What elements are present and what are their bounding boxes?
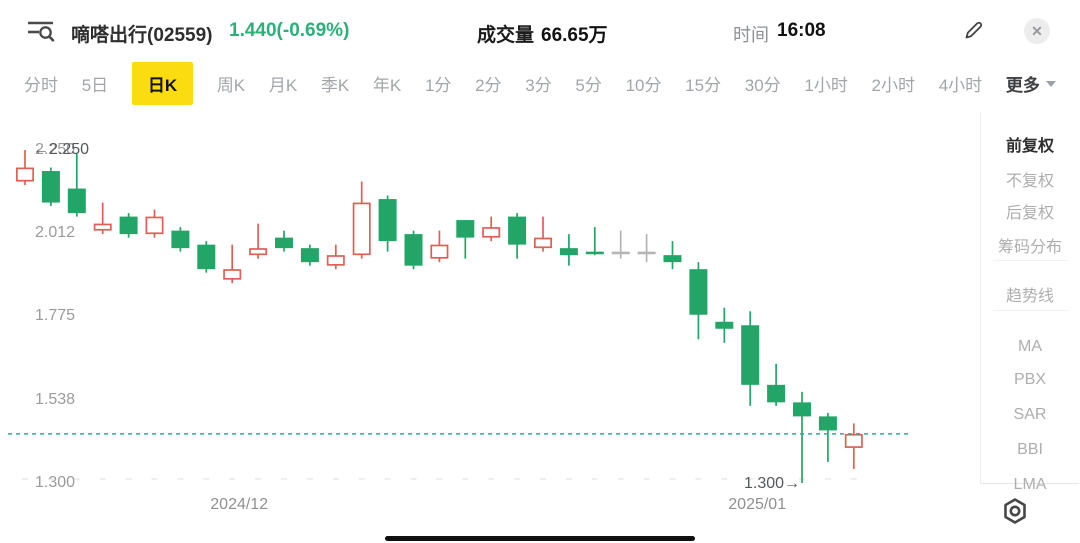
y-tick-label: 1.538 <box>35 390 76 408</box>
period-high-annotation: ←2.250 <box>33 141 89 159</box>
header-bar: 嘀嗒出行(02559) 1.440(-0.69%) 成交量 66.65万 时间 … <box>0 0 1080 60</box>
menu-divider <box>993 260 1067 261</box>
tab-日K[interactable]: 日K <box>131 61 194 105</box>
tab-15分[interactable]: 15分 <box>685 75 722 95</box>
period-low-value: 1.300 <box>744 475 785 492</box>
close-icon: ✕ <box>1031 23 1043 39</box>
period-high-value: 2.250 <box>49 141 90 158</box>
candlestick-chart[interactable]: 2.250 2.012 1.775 1.538 1.300 2024/12 2025/01… <box>0 0 980 543</box>
tab-10分[interactable]: 10分 <box>625 75 662 95</box>
tab-月K[interactable]: 月K <box>268 75 298 95</box>
tab-5分[interactable]: 5分 <box>575 75 602 95</box>
tab-季K[interactable]: 季K <box>320 75 350 95</box>
period-low-annotation: 1.300→ <box>744 475 800 493</box>
volume-label: 成交量 <box>477 25 535 46</box>
time-value: 16:08 <box>777 20 826 41</box>
x-tick-label: 2024/12 <box>210 496 269 513</box>
tab-年K[interactable]: 年K <box>372 75 402 95</box>
stock-price-change: 1.440(-0.69%) <box>229 20 350 41</box>
menu-divider <box>993 310 1067 311</box>
chart-settings-button[interactable] <box>1000 496 1030 526</box>
tab-30分[interactable]: 30分 <box>744 75 781 95</box>
home-indicator <box>385 536 695 541</box>
right-arrow-icon: → <box>784 475 801 492</box>
time-label: 时间 <box>733 25 769 45</box>
menu-item-筹码分布[interactable]: 筹码分布 <box>997 239 1062 256</box>
y-tick-label: 1.300 <box>35 473 76 491</box>
y-tick-label: 2.250 <box>35 141 76 158</box>
menu-item-BBI[interactable]: BBI <box>1017 441 1043 458</box>
candles-canvas <box>8 150 912 483</box>
tab-分时[interactable]: 分时 <box>24 75 58 95</box>
menu-item-前复权[interactable]: 前复权 <box>1005 138 1054 155</box>
menu-item-不复权[interactable]: 不复权 <box>1005 173 1054 190</box>
tab-1分[interactable]: 1分 <box>424 75 452 95</box>
menu-item-后复权[interactable]: 后复权 <box>1005 205 1054 222</box>
menu-item-趋势线[interactable]: 趋势线 <box>1005 288 1054 305</box>
more-label: 更多 <box>1005 75 1040 95</box>
menu-item-SAR[interactable]: SAR <box>1013 406 1047 423</box>
x-tick-label: 2025/01 <box>728 496 787 513</box>
menu-search-icon[interactable] <box>27 19 55 43</box>
y-tick-label: 2.012 <box>35 224 76 242</box>
period-tab-bar: 分时 5日 日K 周K 月K 季K 年K 1分 2分 3分 5分 10分 15分 30分 1小时 2小时 4小时… <box>0 60 1080 106</box>
tab-周K[interactable]: 周K <box>216 75 246 95</box>
tab-4小时[interactable]: 4小时 <box>938 75 983 95</box>
volume-value: 66.65万 <box>541 25 608 46</box>
tab-5日[interactable]: 5日 <box>81 75 109 95</box>
y-tick-label: 1.775 <box>35 307 76 325</box>
close-button[interactable]: ✕ <box>1024 18 1050 44</box>
menu-item-PBX[interactable]: PBX <box>1013 371 1046 388</box>
gear-icon <box>1004 498 1026 524</box>
caret-down-icon <box>1045 81 1056 87</box>
pencil-edit-icon[interactable] <box>962 19 985 42</box>
menu-item-MA[interactable]: MA <box>1018 338 1042 355</box>
tab-1小时[interactable]: 1小时 <box>804 75 848 95</box>
menu-item-LMA[interactable]: LMA <box>1013 476 1047 493</box>
indicator-menu: 前复权不复权后复权筹码分布趋势线 MA PBX SAR BBI LMA <box>980 112 1079 493</box>
tab-2小时[interactable]: 2小时 <box>871 75 916 95</box>
left-arrow-icon: ← <box>33 141 49 158</box>
tab-3分[interactable]: 3分 <box>525 75 552 95</box>
more-dropdown[interactable]: 更多 <box>1006 71 1056 96</box>
stock-title[interactable]: 嘀嗒出行(02559) <box>71 25 213 46</box>
tab-2分[interactable]: 2分 <box>475 75 502 95</box>
